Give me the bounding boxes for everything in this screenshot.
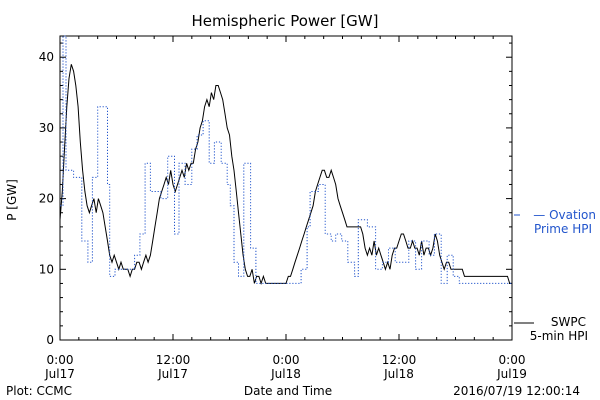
y-tick-label: 30 xyxy=(39,121,54,135)
y-tick-label: 20 xyxy=(39,192,54,206)
legend-ovation-label: — Ovation xyxy=(533,208,596,222)
x-tick-label-time: 12:00 xyxy=(382,353,417,367)
legend-swpc-label-2: 5-min HPI xyxy=(530,329,588,343)
x-tick-label-time: 0:00 xyxy=(499,353,526,367)
x-tick-label-date: Jul17 xyxy=(157,367,188,381)
y-tick-label: 0 xyxy=(46,333,54,347)
legend-swpc-label: SWPC xyxy=(551,315,586,329)
plot-credit: Plot: CCMC xyxy=(6,384,72,398)
legend-ovation-label-2: Prime HPI xyxy=(534,222,592,236)
y-axis-label: P [GW] xyxy=(5,179,19,221)
x-tick-label-date: Jul18 xyxy=(383,367,414,381)
x-tick-label-time: 0:00 xyxy=(47,353,74,367)
y-tick-label: 40 xyxy=(39,50,54,64)
x-axis: 0:00Jul1712:00Jul170:00Jul1812:00Jul180:… xyxy=(44,36,527,381)
plot-area xyxy=(59,35,513,341)
x-tick-label-date: Jul18 xyxy=(270,367,301,381)
plot-timestamp: 2016/07/19 12:00:14 xyxy=(453,384,580,398)
y-axis: 0 10 20 30 40 xyxy=(39,42,512,347)
series-ovation-line xyxy=(60,35,512,284)
series-layer xyxy=(59,35,512,286)
chart-title: Hemispheric Power [GW] xyxy=(192,12,379,30)
series-swpc-line xyxy=(59,64,512,286)
x-tick-label-date: Jul17 xyxy=(44,367,75,381)
x-tick-label-time: 0:00 xyxy=(273,353,300,367)
x-tick-label-time: 12:00 xyxy=(156,353,191,367)
y-tick-label: 10 xyxy=(39,262,54,276)
x-axis-label: Date and Time xyxy=(244,384,332,398)
x-tick-label-date: Jul19 xyxy=(496,367,527,381)
plot-frame xyxy=(59,35,513,341)
